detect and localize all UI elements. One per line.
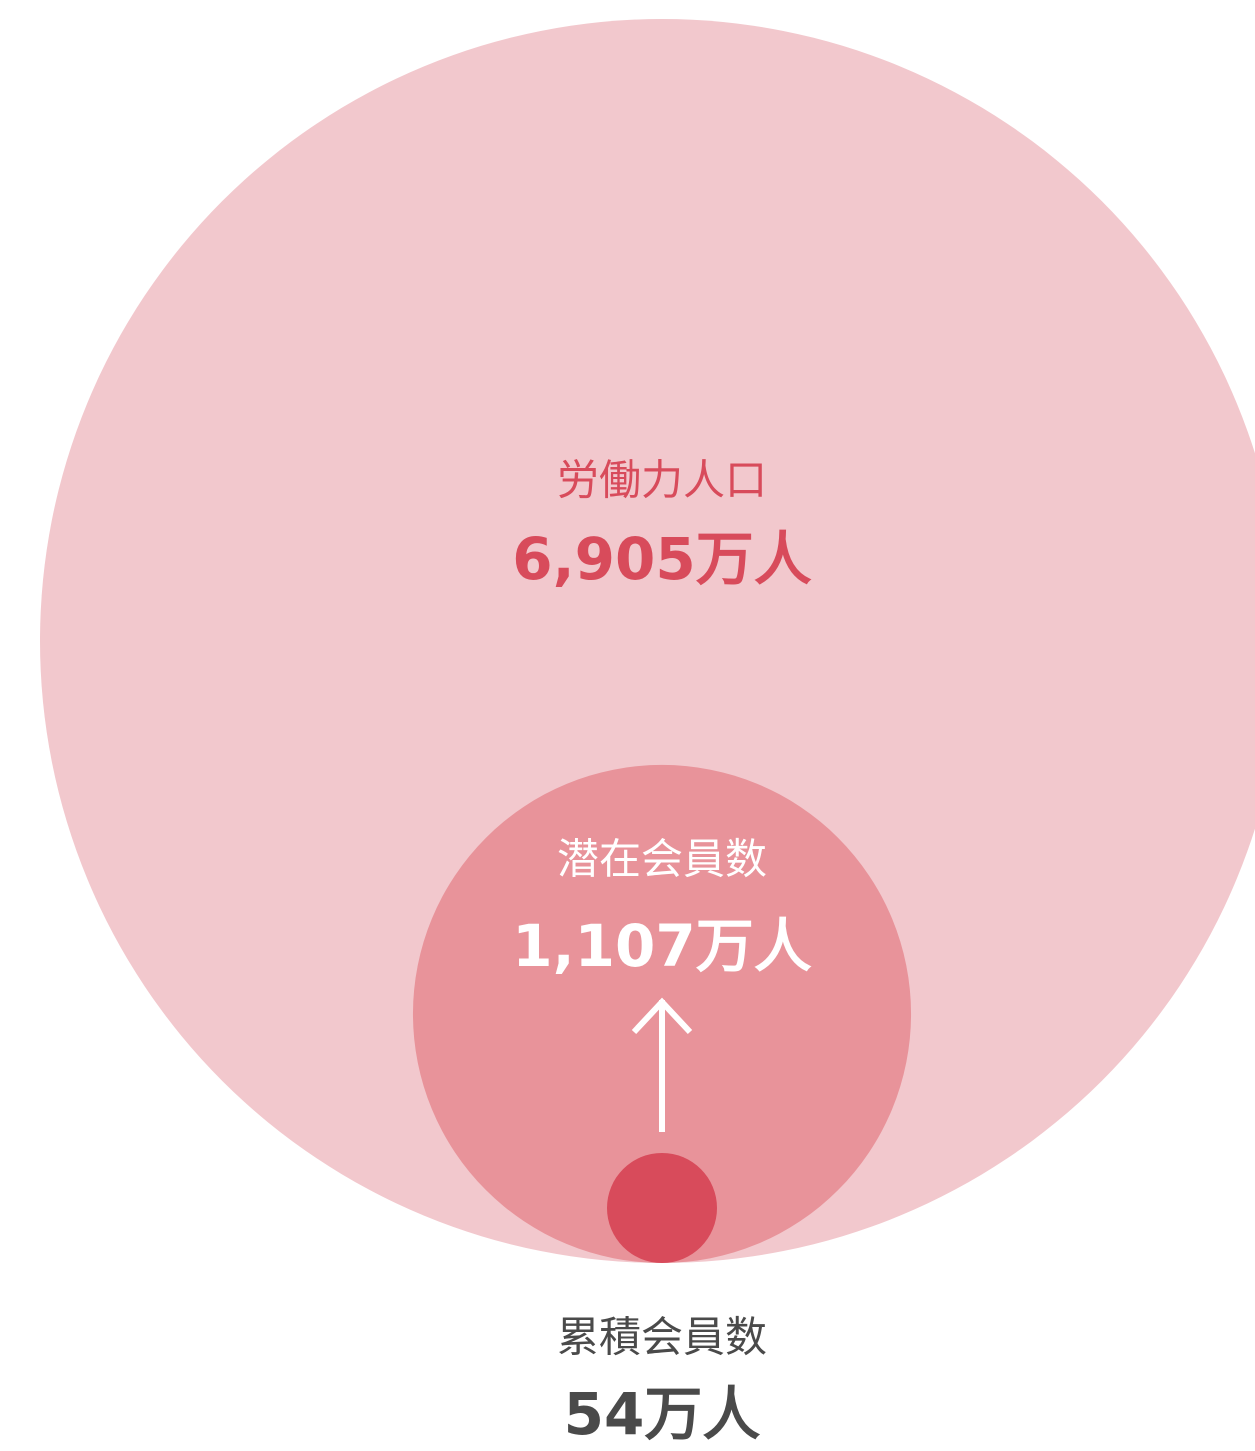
category-label: 潜在会員数 bbox=[557, 835, 767, 884]
circle bbox=[40, 19, 1255, 1263]
category-label: 労働力人口 bbox=[557, 456, 767, 505]
circle bbox=[606, 1152, 718, 1264]
arrow-head bbox=[631, 997, 693, 1035]
category-label: 累積会員数 bbox=[557, 1313, 767, 1362]
value-label: 6,905万人 bbox=[512, 525, 811, 593]
value-label: 1,107万人 bbox=[512, 912, 811, 980]
value-label: 54万人 bbox=[564, 1380, 761, 1448]
